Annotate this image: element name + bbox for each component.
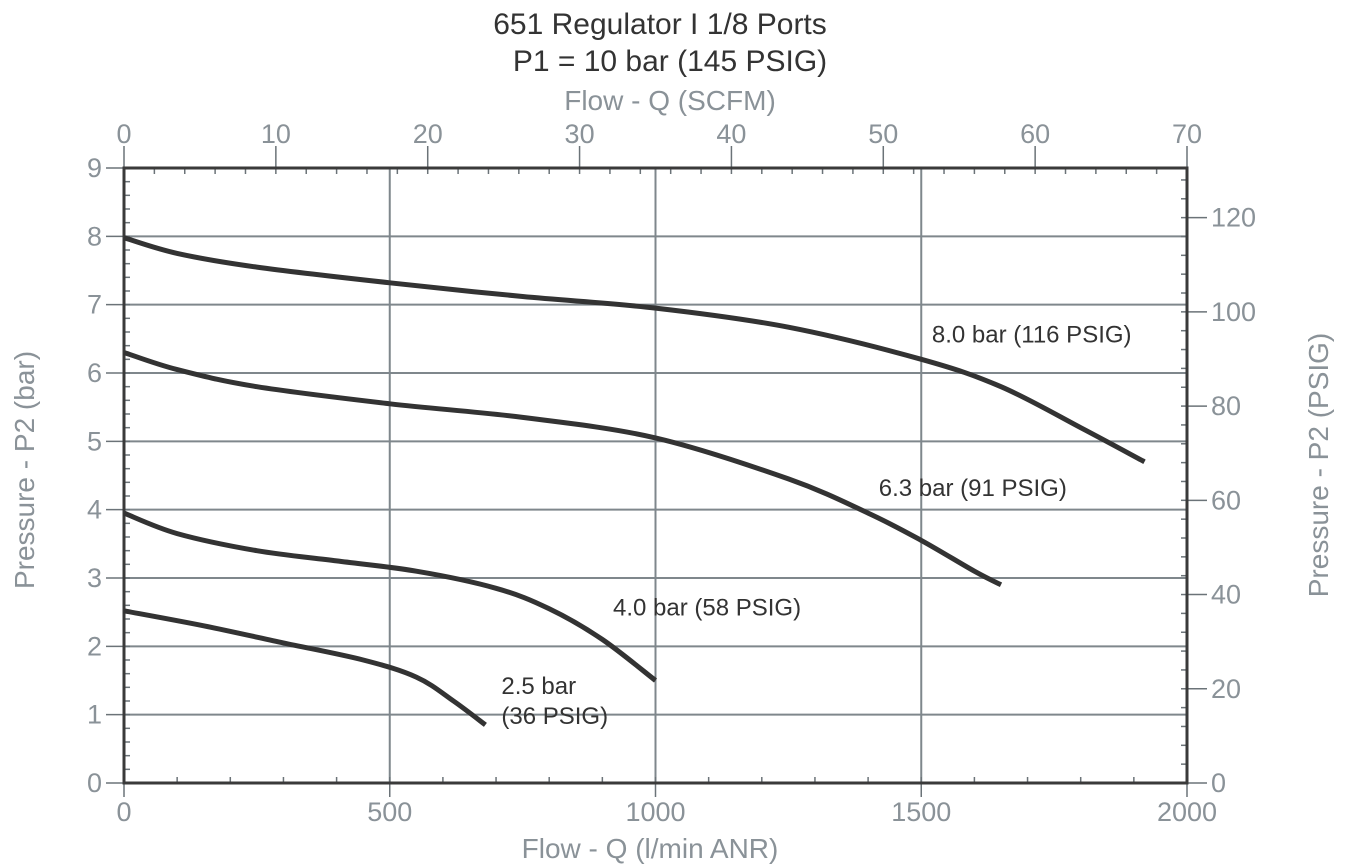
left-tick-label-1: 1 bbox=[87, 700, 102, 730]
left-tick-label-4: 4 bbox=[87, 495, 102, 525]
curve-label-1-line-0: 6.3 bar (91 PSIG) bbox=[879, 475, 1067, 502]
left-tick-label-5: 5 bbox=[87, 426, 102, 456]
chart-subtitle: P1 = 10 bar (145 PSIG) bbox=[513, 45, 827, 78]
top-tick-label-3: 30 bbox=[565, 119, 595, 149]
bottom-tick-label-0: 0 bbox=[116, 797, 131, 827]
top-tick-label-5: 50 bbox=[868, 119, 898, 149]
curve-series-0 bbox=[123, 235, 1146, 465]
bottom-tick-label-2: 1000 bbox=[625, 797, 685, 827]
plot-frame bbox=[122, 166, 1189, 785]
curve-label-0-line-0: 8.0 bar (116 PSIG) bbox=[932, 321, 1132, 348]
curve-labels: 8.0 bar (116 PSIG) 6.3 bar (91 PSIG) 4.0 b… bbox=[501, 321, 1131, 730]
top-tick-label-4: 40 bbox=[716, 119, 746, 149]
curve-label-3-line-0: 2.5 bar bbox=[501, 673, 576, 700]
curve-series-1 bbox=[123, 350, 1003, 588]
curve-label-2-line-0: 4.0 bar (58 PSIG) bbox=[613, 595, 801, 622]
left-tick-label-0: 0 bbox=[87, 768, 102, 798]
curve-series-2 bbox=[123, 510, 658, 683]
left-tick-label-2: 2 bbox=[87, 631, 102, 661]
chart-title: 651 Regulator I 1/8 Ports bbox=[493, 8, 827, 41]
left-tick-label-6: 6 bbox=[87, 358, 102, 388]
right-tick-label-3: 60 bbox=[1211, 485, 1241, 515]
right-tick-label-2: 40 bbox=[1211, 580, 1241, 610]
bottom-x-axis-title: Flow - Q (l/min ANR) bbox=[522, 833, 779, 864]
curve-series-3 bbox=[123, 608, 487, 727]
right-y-axis-title: Pressure - P2 (PSIG) bbox=[1303, 333, 1334, 598]
right-tick-label-5: 100 bbox=[1211, 297, 1256, 327]
bottom-tick-label-3: 1500 bbox=[891, 797, 951, 827]
top-tick-label-1: 10 bbox=[261, 119, 291, 149]
top-tick-label-6: 60 bbox=[1020, 119, 1050, 149]
left-tick-label-3: 3 bbox=[87, 563, 102, 593]
left-tick-label-7: 7 bbox=[87, 290, 102, 320]
right-tick-label-4: 80 bbox=[1211, 391, 1241, 421]
left-tick-label-8: 8 bbox=[87, 221, 102, 251]
left-tick-label-9: 9 bbox=[87, 153, 102, 183]
bottom-tick-label-4: 2000 bbox=[1157, 797, 1217, 827]
right-tick-label-6: 120 bbox=[1211, 203, 1256, 233]
top-tick-label-0: 0 bbox=[116, 119, 131, 149]
bottom-tick-label-1: 500 bbox=[367, 797, 412, 827]
top-x-axis-title: Flow - Q (SCFM) bbox=[564, 85, 776, 116]
curve-label-3-line-1: (36 PSIG) bbox=[501, 703, 608, 730]
left-y-axis-title: Pressure - P2 (bar) bbox=[9, 351, 40, 589]
top-tick-label-2: 20 bbox=[413, 119, 443, 149]
right-tick-label-0: 0 bbox=[1211, 768, 1226, 798]
right-tick-label-1: 20 bbox=[1211, 674, 1241, 704]
top-tick-label-7: 70 bbox=[1172, 119, 1202, 149]
pressure-curves bbox=[123, 235, 1146, 727]
